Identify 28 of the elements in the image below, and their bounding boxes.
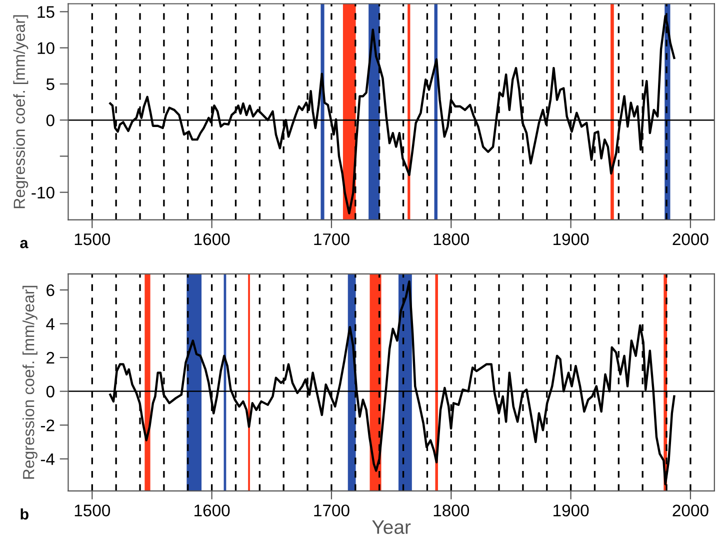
y-tick-label: -10 [32,186,54,199]
y-tick-label: 0 [46,114,54,126]
x-tick-label: 1600 [194,504,230,516]
text: a [20,240,28,248]
y-tick-label: -2 [40,419,54,432]
x-tick-label: 1700 [314,504,350,516]
x-axis-title: Year [372,520,411,534]
x-tick-label: 1500 [74,233,110,246]
y-tick-label: 6 [46,284,54,296]
x-tick-label: 1800 [434,233,470,246]
x-tick-label: 1900 [554,233,589,246]
y-tick-label: 0 [46,386,54,398]
y-tick-label: 4 [46,318,55,330]
x-tick-label: 1900 [554,504,589,516]
y-tick-label: 5 [46,78,54,90]
x-tick-label: 1600 [194,233,230,246]
y-tick-label: 2 [46,352,54,364]
y-axis-title: Regression coef. [mm/year] [13,15,28,208]
x-tick-label: 1800 [434,504,470,516]
y-tick-label: 15 [38,6,54,18]
y-axis-title: Regression coef. [mm/year] [22,286,38,479]
x-tick-label: 1500 [74,504,110,516]
x-tick-label: 1700 [314,233,350,246]
y-tick-label: 10 [38,42,54,54]
y-tick-label: -4 [40,453,55,465]
x-tick-label: 2000 [672,233,708,246]
text: b [20,508,28,520]
x-tick-label: 2000 [672,504,708,516]
